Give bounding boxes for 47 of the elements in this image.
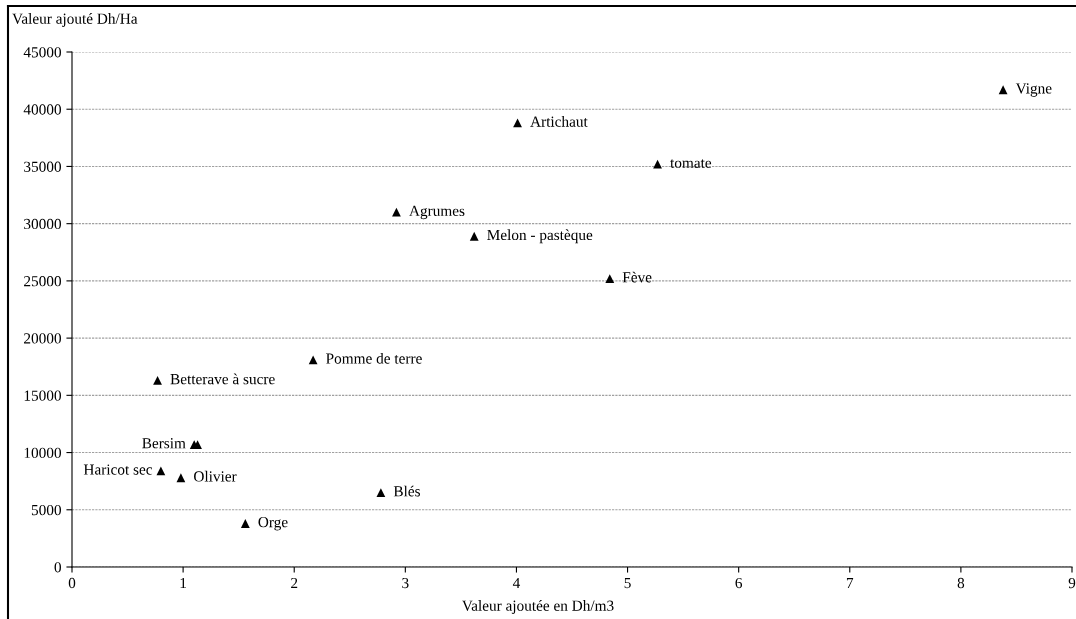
y-tick-label: 25000 xyxy=(24,276,61,287)
x-tick-label: 9 xyxy=(1068,577,1076,589)
annotation: Melon - pastèque xyxy=(487,229,593,244)
annotation: Olivier xyxy=(194,470,237,482)
x-tick-label: 8 xyxy=(957,577,965,589)
point xyxy=(240,519,250,528)
annotation: Haricot sec xyxy=(83,464,153,475)
annotation: Agrumes xyxy=(409,205,465,220)
x-tick-label: 7 xyxy=(846,578,854,589)
x-tick-label: 6 xyxy=(735,577,743,589)
point xyxy=(153,376,162,385)
annotation: tomate xyxy=(670,159,712,168)
x-tick-label: 5 xyxy=(624,578,631,589)
y-axis-title: Valeur ajouté Dh/Ha xyxy=(12,13,138,27)
point xyxy=(998,85,1008,95)
annotation: Orge xyxy=(258,517,288,531)
x-tick-label: 2 xyxy=(291,577,298,589)
point xyxy=(176,473,186,483)
y-tick-label: 20000 xyxy=(24,333,61,344)
point xyxy=(376,488,386,497)
annotation: Fève xyxy=(622,271,652,283)
x-tick-label: 0 xyxy=(68,577,76,589)
x-tick-label: 1 xyxy=(180,577,187,589)
annotation: Vigne xyxy=(1015,83,1052,97)
point xyxy=(653,159,662,169)
annotation: Bersim xyxy=(142,438,186,449)
y-tick-label: 0 xyxy=(54,562,61,573)
y-tick-label: 45000 xyxy=(23,47,61,58)
point xyxy=(605,274,615,283)
y-tick-label: 5000 xyxy=(31,504,61,516)
x-axis-title: Valeur ajoutée en Dh/m3 xyxy=(462,600,614,614)
y-tick-label: 35000 xyxy=(24,161,61,172)
point xyxy=(392,207,401,217)
annotation: Artichaut xyxy=(530,116,588,127)
point xyxy=(469,231,479,241)
x-tick-label: 4 xyxy=(512,577,521,589)
point xyxy=(156,466,166,476)
y-tick-label: 40000 xyxy=(23,104,61,115)
y-tick-label: 30000 xyxy=(24,218,61,230)
x-tick-label: 3 xyxy=(402,577,409,589)
annotation: Betterave à sucre xyxy=(170,373,275,385)
y-tick-label: 15000 xyxy=(24,390,61,401)
annotation: Blés xyxy=(393,485,420,497)
y-tick-label: 10000 xyxy=(24,447,61,459)
point xyxy=(308,355,318,365)
point xyxy=(513,118,522,128)
annotation: Pomme de terre xyxy=(326,352,422,364)
